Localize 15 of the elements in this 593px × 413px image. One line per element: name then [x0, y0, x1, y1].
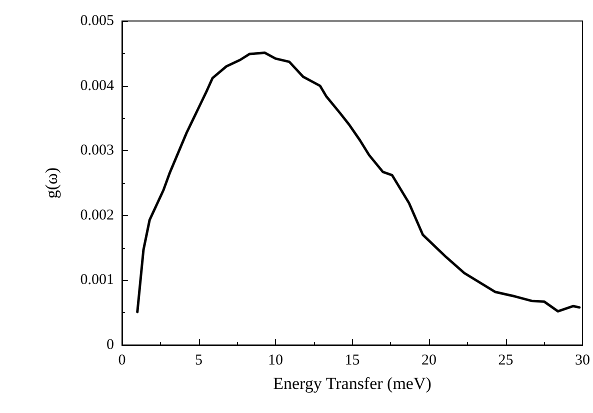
y-tick-label: 0.004	[80, 78, 114, 94]
x-tick-label: 20	[422, 352, 436, 368]
x-tick-label: 0	[118, 352, 126, 368]
y-tick-label: 0.002	[80, 207, 114, 224]
x-tick-label: 15	[344, 352, 360, 368]
y-tick-label: 0.003	[80, 142, 114, 159]
x-tick-label: 10	[268, 352, 283, 368]
y-tick-label: 0.005	[80, 13, 114, 29]
y-tick-label: 0.001	[80, 272, 114, 288]
x-tick-label: 5	[195, 352, 202, 368]
y-axis-title: g(ω)	[42, 167, 61, 199]
x-tick-label: 30	[575, 352, 590, 368]
x-tick-label: 25	[498, 352, 514, 368]
y-tick-label: 0	[106, 337, 114, 353]
x-axis-title: Energy Transfer (meV)	[273, 374, 432, 393]
